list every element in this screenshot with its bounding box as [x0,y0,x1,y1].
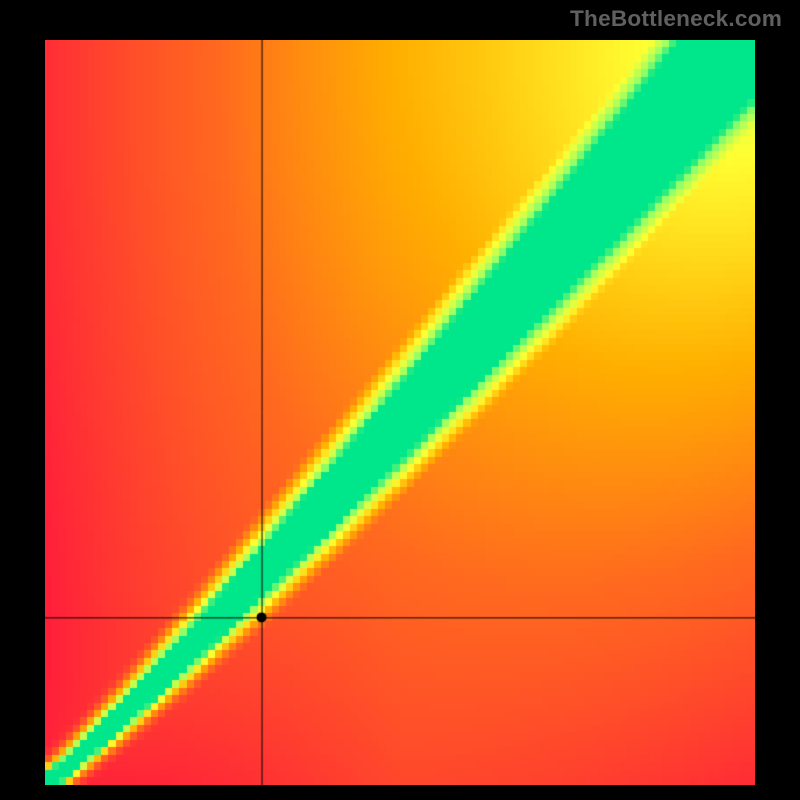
bottleneck-heatmap [45,40,755,785]
watermark-text: TheBottleneck.com [570,6,782,32]
chart-container: TheBottleneck.com [0,0,800,800]
